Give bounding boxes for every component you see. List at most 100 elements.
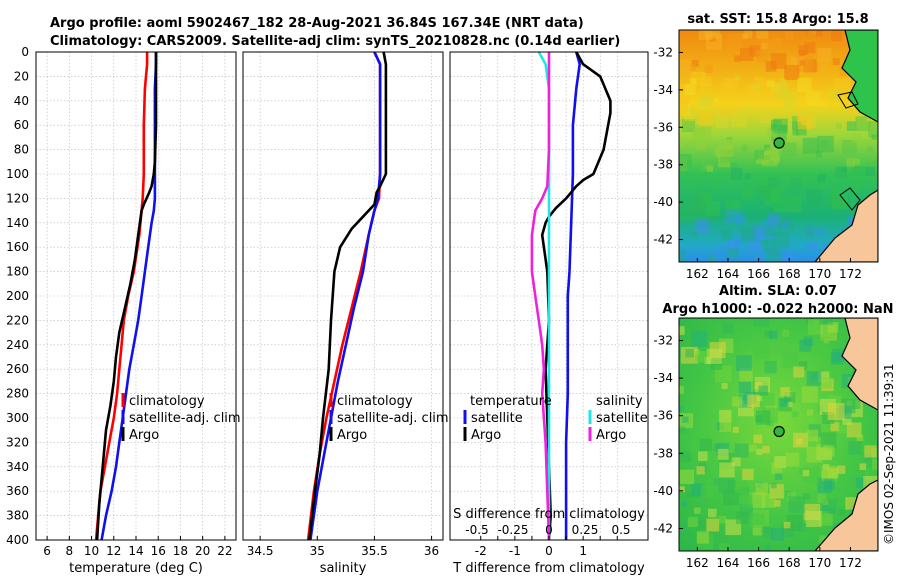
map-pixel	[783, 521, 791, 529]
map-pixel	[808, 30, 816, 35]
difference-lines	[530, 52, 612, 540]
legend-t-argo-label: Argo	[471, 428, 501, 443]
map-pixel	[702, 159, 714, 171]
x-tick-label: -2	[475, 544, 487, 558]
depth-tick-label: 140	[6, 216, 29, 230]
map-pixel	[706, 348, 722, 364]
map-pixel	[863, 453, 872, 462]
map-y-tick-label: -38	[653, 158, 673, 172]
map-pixel	[851, 133, 861, 143]
map-pixel	[766, 147, 780, 161]
map-pixel	[872, 458, 878, 470]
depth-tick-label: 240	[6, 338, 29, 352]
map-pixel	[804, 244, 811, 251]
difference-panel: -2 -1 0 1 T difference from climatology S d…	[449, 51, 649, 576]
map-pixel	[738, 381, 751, 394]
map-pixel	[757, 185, 772, 200]
x-tick-label: 20	[195, 544, 210, 558]
map-pixel	[805, 510, 822, 528]
map-pixel	[781, 245, 788, 252]
map-pixel	[744, 173, 751, 180]
map-pixel	[723, 323, 734, 334]
map-pixel	[725, 209, 741, 225]
map-x-tick-label: 164	[717, 556, 740, 570]
map-pixel	[679, 250, 686, 262]
map-pixel	[739, 368, 753, 382]
map-pixel	[755, 482, 768, 496]
map-y-tick-label: -40	[653, 484, 673, 498]
map-pixel	[854, 166, 870, 181]
map-pixel	[855, 477, 867, 489]
map-pixel	[730, 167, 743, 180]
series-line-argo	[95, 52, 158, 540]
series-line-salinity-argo	[530, 52, 551, 540]
map-pixel	[764, 144, 771, 151]
map-pixel	[798, 468, 805, 475]
depth-tick-label: 120	[6, 191, 29, 205]
map-pixel	[784, 103, 792, 111]
map-pixel	[758, 385, 768, 396]
map-pixel	[768, 176, 780, 188]
map-pixel	[721, 383, 728, 389]
map-pixel	[698, 451, 708, 461]
land-south-island	[814, 479, 878, 551]
map-y-tick-label: -42	[653, 233, 673, 247]
map-pixel	[727, 33, 742, 48]
map-pixel	[719, 244, 729, 254]
map-pixel	[851, 105, 860, 114]
depth-tick-label: 360	[6, 484, 29, 498]
map-pixel	[719, 420, 732, 432]
map-pixel	[679, 137, 685, 149]
map-pixel	[715, 114, 729, 128]
depth-tick-label: 40	[14, 94, 29, 108]
map-pixel	[753, 318, 770, 327]
map-pixel	[859, 463, 867, 471]
map-pixel	[846, 157, 855, 167]
map-x-tick-label: 162	[686, 267, 709, 281]
map-pixel	[756, 448, 763, 455]
map-pixel	[735, 214, 747, 225]
map-pixel	[846, 121, 857, 131]
figure-title-line2: Climatology: CARS2009. Satellite-adj cli…	[50, 34, 620, 49]
map-pixel	[848, 441, 862, 455]
map-pixel	[757, 396, 763, 402]
figure-title-line1: Argo profile: aoml 5902467_182 28-Aug-20…	[50, 16, 584, 31]
map-pixel	[806, 409, 814, 416]
map-pixel	[782, 352, 799, 369]
x-tick-label: 18	[173, 544, 188, 558]
depth-tick-label: 340	[6, 460, 29, 474]
map-pixel	[732, 396, 743, 407]
x-tick-label: 35	[310, 544, 325, 558]
map-pixel	[752, 525, 764, 536]
map-pixel	[734, 55, 741, 62]
map-pixel	[765, 546, 771, 551]
map-pixel	[782, 329, 790, 337]
map-pixel	[817, 48, 832, 63]
legend-t-satellite-label: satellite	[471, 411, 523, 426]
map-pixel	[686, 491, 693, 499]
s-difference-tick-label: 0	[545, 523, 553, 537]
legend-argo-label: Argo	[337, 428, 367, 443]
map-x-tick-label: 168	[778, 267, 801, 281]
map-pixel	[834, 78, 851, 95]
map-pixel	[692, 128, 707, 143]
map-pixel	[741, 145, 748, 152]
sst-map-ticks: 162 164 166 168 170 172 -32 -34 -36 -38 -40 -42	[653, 45, 862, 281]
map-pixel	[696, 466, 705, 475]
map-pixel	[814, 337, 830, 353]
depth-tick-label: 380	[6, 509, 29, 523]
map-x-tick-label: 162	[686, 556, 709, 570]
depth-tick-label: 320	[6, 435, 29, 449]
sla-pixels	[679, 318, 878, 551]
temperature-grid	[36, 51, 236, 541]
map-pixel	[718, 477, 735, 494]
map-pixel	[744, 30, 753, 39]
map-pixel	[699, 83, 714, 97]
map-pixel	[699, 520, 708, 529]
depth-tick-label: 260	[6, 362, 29, 376]
x-tick-label: 1	[579, 544, 587, 558]
map-pixel	[716, 139, 734, 157]
map-pixel	[798, 45, 809, 55]
map-pixel	[817, 174, 826, 183]
